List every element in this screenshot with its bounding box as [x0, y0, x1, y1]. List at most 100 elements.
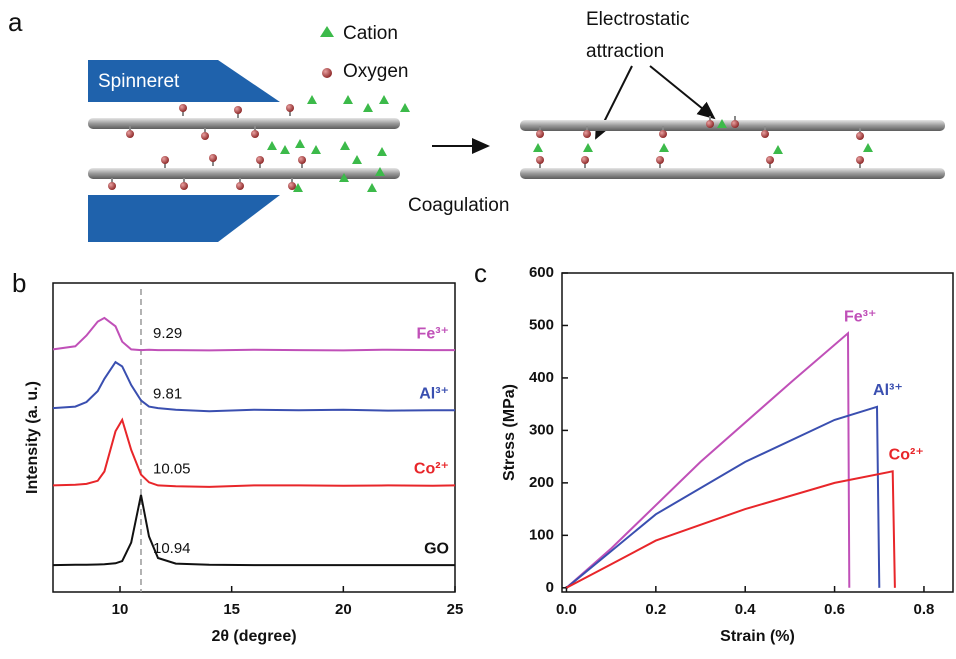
cation [773, 145, 783, 154]
x-tick-label: 0.8 [914, 601, 935, 618]
oxygen [288, 182, 296, 190]
spinneret-top [88, 60, 280, 102]
oxygen [209, 154, 217, 162]
series-label: Fe³⁺ [844, 309, 876, 326]
oxygen [201, 132, 209, 140]
panel-label: c [474, 258, 487, 288]
schematic: a Spinneret Cation Oxygen Coagulation El… [8, 7, 945, 242]
peak-label: 9.81 [153, 385, 182, 402]
series-line [52, 316, 455, 352]
series-line [565, 331, 851, 589]
y-tick-label: 500 [529, 316, 554, 333]
oxygen [180, 182, 188, 190]
series-line [566, 470, 896, 589]
spinneret-label: Spinneret [98, 71, 180, 92]
x-axis-title: Strain (%) [720, 628, 795, 645]
cation [533, 143, 543, 152]
cation [267, 141, 277, 150]
cation [659, 143, 669, 152]
process-label: Coagulation [408, 195, 509, 216]
series-label: Al³⁺ [873, 382, 903, 399]
peak-label: 9.29 [153, 325, 182, 342]
legend-label: Cation [343, 23, 398, 44]
x-tick-label: 0.4 [735, 601, 757, 618]
graphene-sheet [88, 118, 400, 129]
plot-frame [561, 272, 954, 593]
legend-label: Oxygen [343, 61, 408, 82]
y-axis-title: Stress (MPa) [501, 384, 518, 481]
oxygen [581, 156, 589, 164]
cation [377, 147, 387, 156]
oxygen [731, 120, 739, 128]
oxygen [161, 156, 169, 164]
peak-label: 10.05 [153, 460, 191, 477]
series-line [565, 405, 881, 589]
oxygen [298, 156, 306, 164]
oxygen [536, 156, 544, 164]
oxygen [659, 130, 667, 138]
series-label: Al³⁺ [419, 386, 449, 403]
x-axis-title: 2θ (degree) [211, 628, 296, 645]
panel-label: a [8, 7, 23, 37]
plot-frame [52, 282, 456, 593]
oxygen [126, 130, 134, 138]
oxygen [286, 104, 294, 112]
oxygen [856, 156, 864, 164]
x-tick-label: 25 [447, 601, 464, 618]
oxygen [536, 130, 544, 138]
legend-icon-oxygen [322, 68, 332, 78]
oxygen [108, 182, 116, 190]
oxygen [251, 130, 259, 138]
series-line [52, 494, 455, 567]
cation [717, 119, 727, 128]
series-label: Fe³⁺ [417, 325, 449, 342]
legend-icon-cation [320, 26, 334, 37]
cation [379, 95, 389, 104]
oxygen [761, 130, 769, 138]
series-label: Co²⁺ [414, 461, 449, 478]
panel-label: b [12, 268, 26, 298]
series-label: GO [424, 540, 449, 557]
cation [293, 183, 303, 192]
peak-label: 10.94 [153, 540, 191, 557]
graphene-sheet [520, 168, 945, 179]
x-tick-label: 0.6 [824, 601, 845, 618]
x-tick-label: 20 [335, 601, 352, 618]
oxygen [583, 130, 591, 138]
y-tick-label: 300 [529, 421, 554, 438]
oxygen [706, 120, 714, 128]
y-axis-title: Intensity (a. u.) [24, 381, 41, 494]
y-tick-label: 200 [529, 474, 554, 491]
cation [363, 103, 373, 112]
charts: b 10 15 20 25 2θ (degree) Intensity (a. u.) 9.2… [12, 258, 954, 645]
series-line [52, 417, 456, 488]
annotation: attraction [586, 41, 664, 62]
cation [583, 143, 593, 152]
spinneret-bottom [88, 195, 280, 242]
y-tick-label: 400 [529, 369, 554, 386]
oxygen [656, 156, 664, 164]
oxygen [236, 182, 244, 190]
x-tick-label: 10 [112, 601, 129, 618]
cation [375, 167, 385, 176]
y-tick-label: 100 [529, 526, 554, 543]
cation [295, 139, 305, 148]
series-label: Co²⁺ [889, 447, 924, 464]
oxygen [856, 132, 864, 140]
cation [280, 145, 290, 154]
y-tick-label: 0 [546, 579, 554, 596]
cation [367, 183, 377, 192]
y-tick-label: 600 [529, 264, 554, 281]
oxygen [179, 104, 187, 112]
x-tick-label: 15 [223, 601, 240, 618]
cation [400, 103, 410, 112]
oxygen [766, 156, 774, 164]
x-tick-label: 0.0 [556, 601, 577, 618]
cation [343, 95, 353, 104]
x-tick-label: 0.2 [645, 601, 666, 618]
cation [352, 155, 362, 164]
series-line [52, 360, 455, 413]
cation [339, 173, 349, 182]
cation [311, 145, 321, 154]
